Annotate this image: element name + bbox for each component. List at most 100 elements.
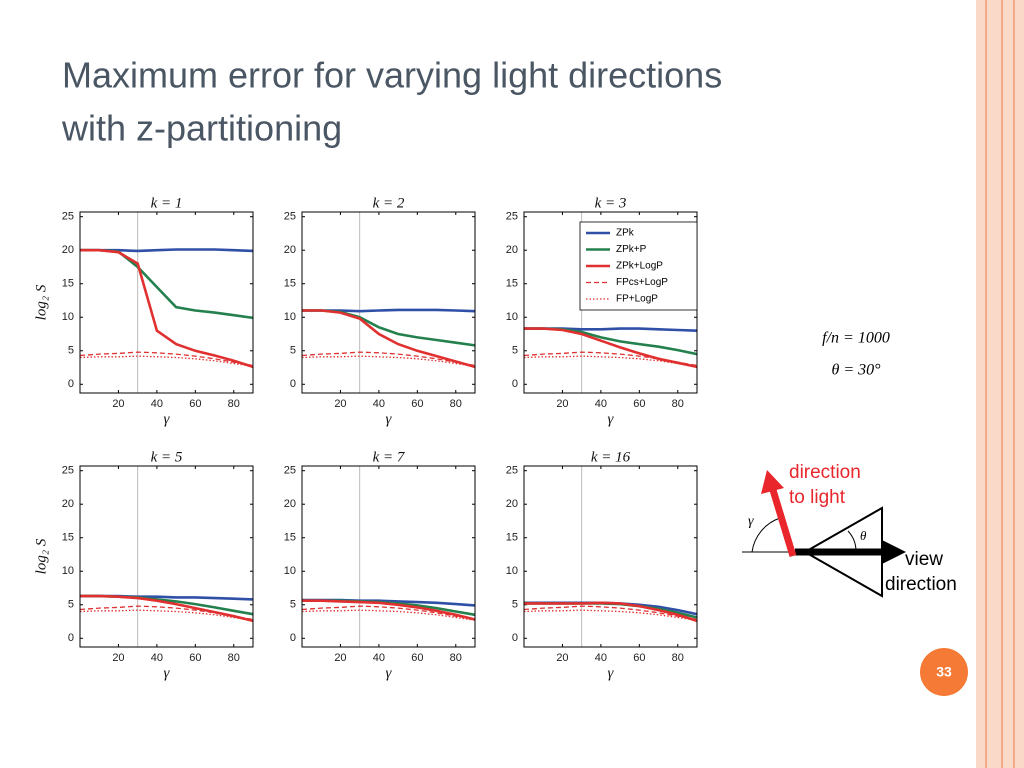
y-tick-label: 0 xyxy=(68,378,74,390)
y-tick-label: 20 xyxy=(62,244,74,256)
series-line xyxy=(79,609,254,621)
x-tick-label: 40 xyxy=(595,398,607,410)
note: f/n = 1000 xyxy=(822,330,890,347)
y-tick-label: 15 xyxy=(506,532,518,544)
y-tick-label: 20 xyxy=(506,498,518,510)
series-line xyxy=(301,351,476,367)
x-tick-label: 60 xyxy=(633,652,645,664)
x-tick-label: 40 xyxy=(151,398,163,410)
light-label: to light xyxy=(789,487,846,508)
x-tick-label: 80 xyxy=(228,652,240,664)
y-tick-label: 20 xyxy=(284,244,296,256)
x-tick-label: 20 xyxy=(112,652,124,664)
y-tick-label: 25 xyxy=(62,211,74,223)
chart: 20 40 60 80 0 5 10 15 20 25 k = 5 γ log₂ S xyxy=(33,449,254,681)
plot-area xyxy=(302,466,475,647)
y-axis-label: log₂ S xyxy=(33,538,49,574)
x-tick-label: 80 xyxy=(450,398,462,410)
view-label: direction xyxy=(885,574,957,595)
y-tick-label: 10 xyxy=(284,565,296,577)
chart-title: k = 3 xyxy=(595,195,627,211)
x-tick-label: 20 xyxy=(112,398,124,410)
angle-arc xyxy=(751,517,781,553)
plot-frame xyxy=(301,465,476,648)
theta-label: θ xyxy=(860,528,867,543)
x-tick-label: 60 xyxy=(189,398,201,410)
x-tick-label: 60 xyxy=(411,652,423,664)
x-axis-label: γ xyxy=(386,411,393,427)
slide-title: Maximum error for varying light directio… xyxy=(62,55,722,96)
y-tick-label: 10 xyxy=(506,565,518,577)
y-tick-label: 20 xyxy=(506,244,518,256)
chart: 20 40 60 80 0 5 10 15 20 25 k = 1 γ log₂ S xyxy=(33,195,254,427)
note: θ = 30° xyxy=(831,362,881,379)
chart: 20 40 60 80 0 5 10 15 20 25 k = 7 γ xyxy=(284,449,476,681)
y-tick-label: 10 xyxy=(62,565,74,577)
plot-frame xyxy=(79,211,254,394)
y-tick-label: 5 xyxy=(290,345,296,357)
chart: 20 40 60 80 0 5 10 15 20 25 k = 16 γ xyxy=(506,449,698,681)
y-tick-label: 0 xyxy=(512,632,518,644)
series-line xyxy=(523,609,698,621)
diagram: γ θ direction to light view direction xyxy=(742,462,957,598)
page-badge xyxy=(920,648,968,696)
y-tick-label: 20 xyxy=(284,498,296,510)
x-axis-label: γ xyxy=(608,411,615,427)
plot-frame xyxy=(301,211,476,394)
y-tick-label: 0 xyxy=(290,378,296,390)
x-tick-label: 80 xyxy=(228,398,240,410)
y-tick-label: 5 xyxy=(512,345,518,357)
x-axis-label: γ xyxy=(164,665,171,681)
chart-title: k = 1 xyxy=(151,195,183,211)
series-line xyxy=(523,355,698,367)
x-tick-label: 40 xyxy=(595,652,607,664)
series-line xyxy=(79,605,254,621)
x-tick-label: 80 xyxy=(450,652,462,664)
plot-area xyxy=(524,466,697,647)
y-tick-label: 5 xyxy=(68,599,74,611)
y-tick-label: 15 xyxy=(284,532,296,544)
view-arrowhead xyxy=(882,540,906,564)
gamma-label: γ xyxy=(748,514,754,529)
series-line xyxy=(523,605,698,621)
right-border xyxy=(976,0,1024,768)
series-line xyxy=(301,605,476,621)
plot-area xyxy=(80,212,253,393)
y-tick-label: 0 xyxy=(512,378,518,390)
y-tick-label: 5 xyxy=(512,599,518,611)
series-line xyxy=(302,599,476,621)
page-number: 33 xyxy=(936,664,952,680)
x-tick-label: 40 xyxy=(373,398,385,410)
legend-label: ZPk xyxy=(616,228,635,239)
y-tick-label: 25 xyxy=(284,211,296,223)
view-label: view xyxy=(905,549,943,570)
y-tick-label: 5 xyxy=(68,345,74,357)
y-tick-label: 20 xyxy=(62,498,74,510)
plot-frame xyxy=(523,465,698,648)
x-tick-label: 60 xyxy=(411,398,423,410)
x-tick-label: 80 xyxy=(672,652,684,664)
plot-area xyxy=(80,466,253,647)
series-line xyxy=(301,609,476,621)
plot-frame xyxy=(79,465,254,648)
legend-label: FP+LogP xyxy=(616,294,658,305)
series-line xyxy=(301,355,476,367)
x-tick-label: 40 xyxy=(373,652,385,664)
x-tick-label: 20 xyxy=(334,398,346,410)
series-line xyxy=(302,309,476,369)
legend-label: ZPk+P xyxy=(616,244,647,255)
x-tick-label: 60 xyxy=(633,398,645,410)
light-label: direction xyxy=(789,462,861,483)
x-axis-label: γ xyxy=(608,665,615,681)
series-line xyxy=(524,601,698,623)
y-tick-label: 15 xyxy=(284,278,296,290)
y-tick-label: 10 xyxy=(506,311,518,323)
y-tick-label: 10 xyxy=(284,311,296,323)
chart-title: k = 5 xyxy=(151,449,183,465)
chart-title: k = 16 xyxy=(591,449,631,465)
y-tick-label: 10 xyxy=(62,311,74,323)
y-tick-label: 25 xyxy=(506,211,518,223)
x-tick-label: 20 xyxy=(334,652,346,664)
